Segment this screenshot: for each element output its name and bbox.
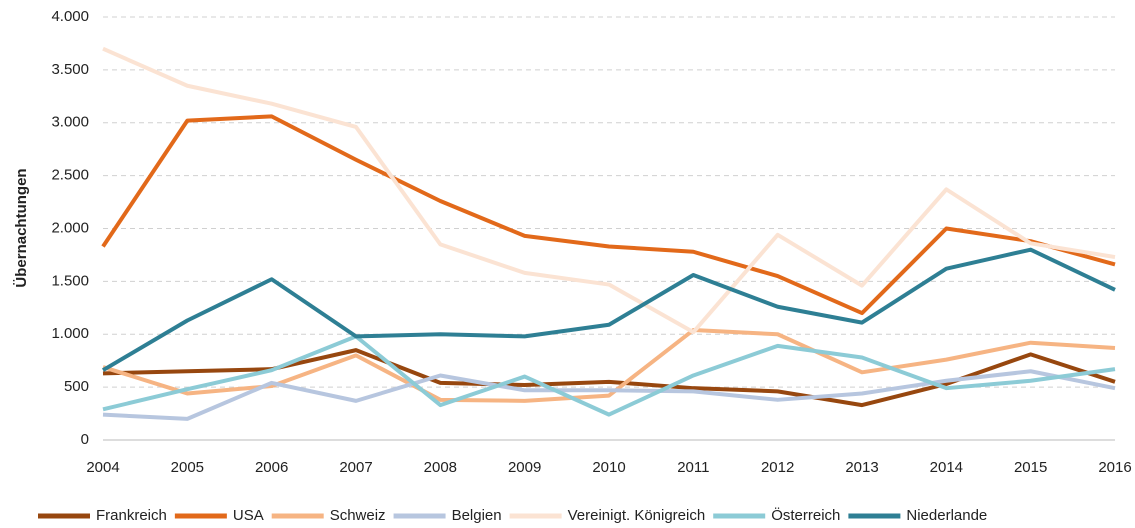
series-line bbox=[102, 46, 1116, 335]
y-tick-label: 500 bbox=[64, 378, 89, 395]
legend-label: Frankreich bbox=[96, 507, 167, 524]
x-tick-label: 2014 bbox=[930, 459, 963, 476]
y-tick-label: 4.000 bbox=[51, 8, 89, 25]
y-tick-label: 3.500 bbox=[51, 61, 89, 78]
x-tick-label: 2015 bbox=[1014, 459, 1047, 476]
legend-label: Niederlande bbox=[906, 507, 987, 524]
series-line bbox=[102, 369, 1116, 421]
legend-label: Schweiz bbox=[330, 507, 386, 524]
y-tick-label: 0 bbox=[81, 431, 89, 448]
x-tick-label: 2010 bbox=[592, 459, 625, 476]
x-tick-label: 2012 bbox=[761, 459, 794, 476]
y-tick-label: 1.500 bbox=[51, 272, 89, 289]
legend-label: Belgien bbox=[452, 507, 502, 524]
y-tick-label: 1.000 bbox=[51, 325, 89, 342]
x-tick-label: 2006 bbox=[255, 459, 288, 476]
legend-label: USA bbox=[233, 507, 264, 524]
series-line bbox=[102, 328, 1116, 403]
x-tick-label: 2009 bbox=[508, 459, 541, 476]
x-tick-label: 2008 bbox=[424, 459, 457, 476]
y-tick-label: 3.000 bbox=[51, 114, 89, 131]
legend-label: Österreich bbox=[771, 506, 840, 524]
x-tick-label: 2013 bbox=[845, 459, 878, 476]
y-tick-label: 2.000 bbox=[51, 219, 89, 236]
x-tick-label: 2005 bbox=[171, 459, 204, 476]
x-tick-label: 2016 bbox=[1098, 459, 1131, 476]
x-tick-label: 2004 bbox=[86, 459, 119, 476]
y-tick-label: 2.500 bbox=[51, 167, 89, 184]
x-tick-label: 2011 bbox=[677, 459, 709, 476]
legend-label: Vereinigt. Königreich bbox=[568, 507, 706, 524]
series-line bbox=[102, 334, 1116, 417]
x-tick-label: 2007 bbox=[339, 459, 372, 476]
series-line bbox=[101, 247, 1116, 372]
y-axis-label: Übernachtungen bbox=[13, 168, 30, 287]
series-line bbox=[101, 114, 1116, 316]
